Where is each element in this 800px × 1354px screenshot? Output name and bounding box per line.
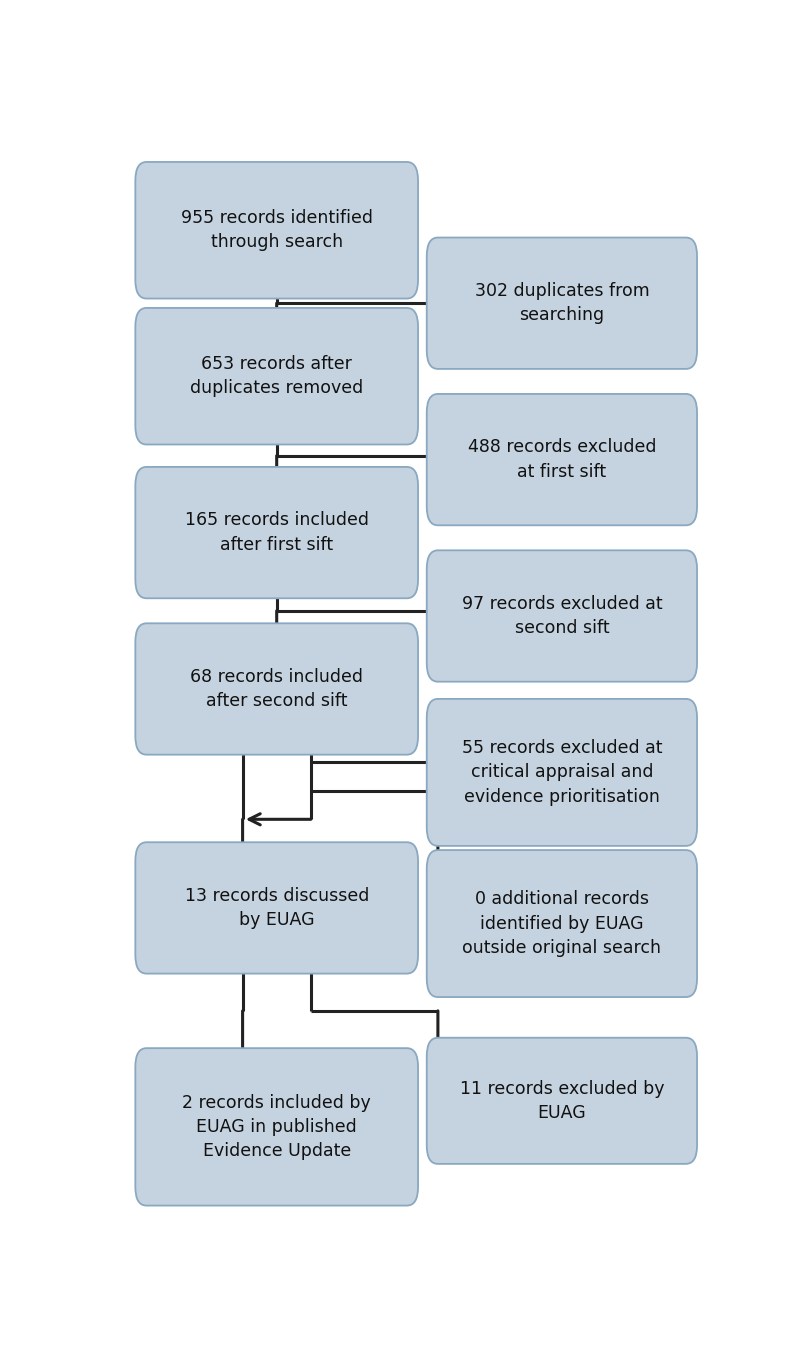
FancyBboxPatch shape xyxy=(426,1037,697,1164)
FancyBboxPatch shape xyxy=(135,467,418,598)
Text: 11 records excluded by
EUAG: 11 records excluded by EUAG xyxy=(460,1079,664,1122)
FancyBboxPatch shape xyxy=(426,850,697,997)
FancyBboxPatch shape xyxy=(426,394,697,525)
Text: 13 records discussed
by EUAG: 13 records discussed by EUAG xyxy=(185,887,369,929)
FancyBboxPatch shape xyxy=(135,307,418,444)
Text: 97 records excluded at
second sift: 97 records excluded at second sift xyxy=(462,594,662,638)
FancyBboxPatch shape xyxy=(135,842,418,974)
FancyBboxPatch shape xyxy=(135,162,418,298)
FancyBboxPatch shape xyxy=(135,623,418,754)
Text: 302 duplicates from
searching: 302 duplicates from searching xyxy=(474,282,650,325)
FancyBboxPatch shape xyxy=(426,550,697,681)
FancyBboxPatch shape xyxy=(426,699,697,846)
Text: 165 records included
after first sift: 165 records included after first sift xyxy=(185,512,369,554)
Text: 488 records excluded
at first sift: 488 records excluded at first sift xyxy=(468,439,656,481)
Text: 955 records identified
through search: 955 records identified through search xyxy=(181,209,373,252)
FancyBboxPatch shape xyxy=(426,237,697,368)
FancyBboxPatch shape xyxy=(135,1048,418,1205)
Text: 0 additional records
identified by EUAG
outside original search: 0 additional records identified by EUAG … xyxy=(462,891,662,957)
Text: 2 records included by
EUAG in published
Evidence Update: 2 records included by EUAG in published … xyxy=(182,1094,371,1160)
Text: 55 records excluded at
critical appraisal and
evidence prioritisation: 55 records excluded at critical appraisa… xyxy=(462,739,662,806)
Text: 653 records after
duplicates removed: 653 records after duplicates removed xyxy=(190,355,363,397)
Text: 68 records included
after second sift: 68 records included after second sift xyxy=(190,668,363,709)
